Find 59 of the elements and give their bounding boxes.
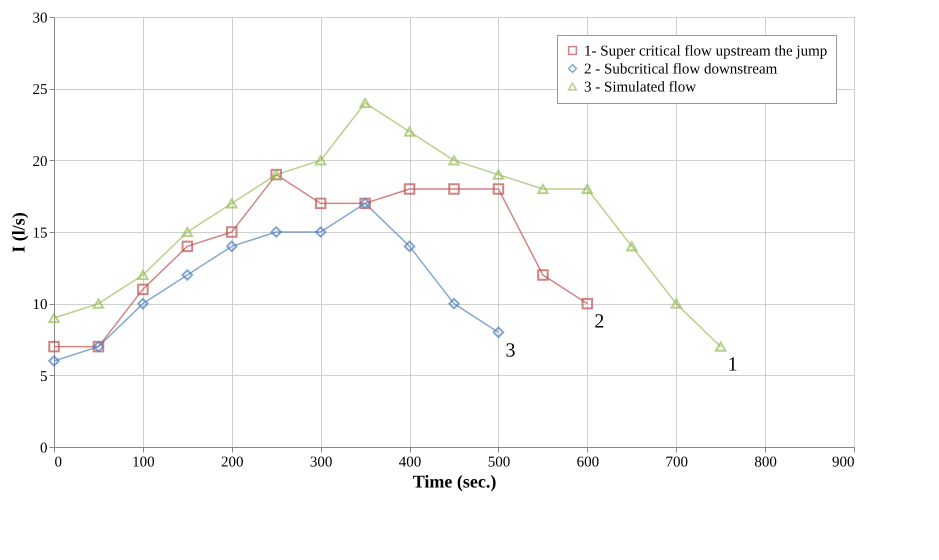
point bbox=[582, 298, 594, 310]
x-tick-label: 600 bbox=[576, 454, 600, 470]
point bbox=[48, 312, 60, 324]
x-tick-label: 400 bbox=[398, 454, 422, 470]
x-tick-label: 200 bbox=[221, 454, 244, 470]
point bbox=[314, 226, 326, 238]
point bbox=[137, 298, 149, 310]
point bbox=[182, 269, 194, 281]
x-tick-label: 900 bbox=[832, 454, 854, 470]
x-axis-title: Time (sec.) bbox=[412, 472, 496, 492]
point bbox=[226, 226, 238, 238]
x-tick-label: 500 bbox=[488, 454, 510, 470]
point bbox=[492, 170, 504, 180]
point bbox=[492, 326, 504, 338]
point bbox=[226, 198, 238, 208]
point bbox=[448, 298, 460, 310]
legend-label: 2 - Subcritical flow downstream bbox=[584, 62, 778, 78]
point bbox=[182, 240, 194, 252]
point bbox=[448, 183, 460, 195]
point bbox=[537, 184, 549, 194]
y-tick-label: 5 bbox=[40, 368, 48, 385]
point bbox=[714, 342, 726, 352]
point bbox=[404, 183, 416, 195]
point bbox=[448, 155, 460, 166]
point bbox=[226, 240, 238, 252]
y-tick-label: 10 bbox=[32, 297, 48, 314]
legend-label: 3 - Simulated flow bbox=[584, 80, 696, 96]
point bbox=[404, 240, 416, 252]
x-tick-label: 800 bbox=[754, 454, 777, 470]
x-tick-label: 300 bbox=[310, 454, 332, 470]
point bbox=[404, 126, 416, 137]
point bbox=[626, 241, 638, 252]
legend-label: 1- Super critical flow upstream the jump bbox=[584, 44, 828, 60]
x-tick-label: 0 bbox=[54, 454, 62, 470]
point bbox=[137, 270, 149, 280]
y-tick-label: 30 bbox=[32, 10, 48, 26]
annotation: 1 bbox=[728, 354, 738, 376]
point bbox=[92, 298, 104, 309]
y-axis-title: I (l/s) bbox=[8, 212, 28, 253]
point bbox=[314, 155, 326, 166]
point bbox=[537, 269, 549, 281]
point bbox=[137, 284, 149, 296]
point bbox=[314, 198, 326, 210]
annotation: 2 bbox=[594, 310, 604, 333]
annotation: 3 bbox=[505, 339, 516, 362]
x-tick-label: 700 bbox=[665, 454, 688, 470]
point bbox=[582, 184, 594, 194]
x-tick-label: 100 bbox=[132, 454, 155, 470]
y-tick-label: 25 bbox=[32, 82, 48, 98]
point bbox=[48, 340, 60, 352]
y-tick-label: 0 bbox=[40, 440, 48, 456]
point bbox=[359, 98, 371, 108]
y-tick-label: 15 bbox=[32, 226, 48, 242]
point bbox=[182, 226, 194, 238]
point bbox=[670, 298, 682, 309]
point bbox=[270, 226, 282, 238]
point bbox=[492, 183, 504, 195]
y-tick-label: 20 bbox=[32, 154, 48, 170]
point bbox=[48, 355, 60, 367]
